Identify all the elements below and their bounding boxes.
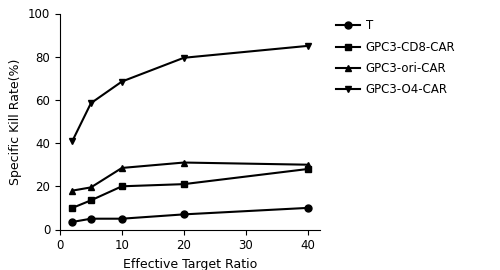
GPC3-O4-CAR [119,80,125,83]
Line: GPC3-O4-CAR: GPC3-O4-CAR [69,42,311,144]
Legend: T, GPC3-CD8-CAR, GPC3-ori-CAR, GPC3-O4-CAR: T, GPC3-CD8-CAR, GPC3-ori-CAR, GPC3-O4-C… [336,19,456,96]
GPC3-O4-CAR [70,139,75,143]
T [181,213,187,216]
GPC3-ori-CAR [304,163,310,166]
GPC3-O4-CAR [181,56,187,59]
GPC3-ori-CAR [70,189,75,192]
Line: GPC3-ori-CAR: GPC3-ori-CAR [69,159,311,194]
Y-axis label: Specific Kill Rate(%): Specific Kill Rate(%) [10,58,22,185]
GPC3-O4-CAR [88,102,94,105]
GPC3-ori-CAR [119,166,125,170]
GPC3-CD8-CAR [88,199,94,202]
Line: GPC3-CD8-CAR: GPC3-CD8-CAR [69,166,311,211]
T [70,220,75,224]
GPC3-CD8-CAR [119,185,125,188]
GPC3-CD8-CAR [181,183,187,186]
T [119,217,125,220]
GPC3-ori-CAR [88,186,94,189]
GPC3-ori-CAR [181,161,187,164]
Line: T: T [69,204,311,225]
GPC3-CD8-CAR [304,167,310,171]
X-axis label: Effective Target Ratio: Effective Target Ratio [123,258,257,270]
GPC3-O4-CAR [304,44,310,48]
T [304,206,310,210]
T [88,217,94,220]
GPC3-CD8-CAR [70,206,75,210]
